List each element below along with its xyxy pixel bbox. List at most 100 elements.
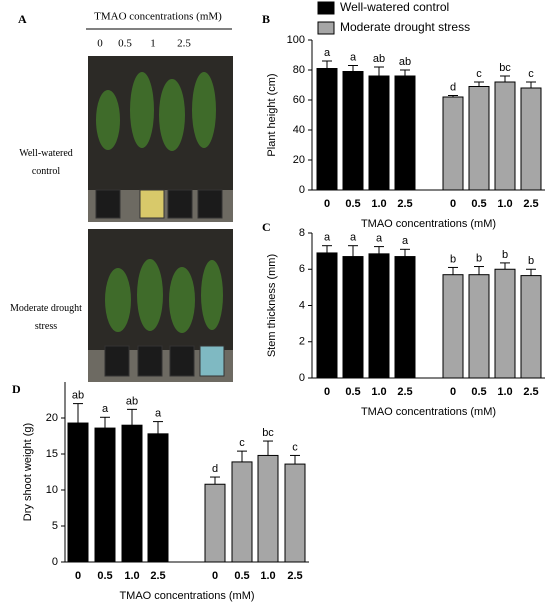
bar — [394, 256, 416, 379]
panel-label: D — [12, 382, 21, 396]
x-tick-label: 0 — [324, 198, 330, 210]
y-axis-label: Plant height (cm) — [266, 73, 278, 156]
y-axis-label: Stem thickness (mm) — [266, 254, 278, 357]
x-tick-label: 1.0 — [124, 570, 139, 582]
x-tick-label: 1.0 — [371, 386, 386, 398]
significance-letter: bc — [262, 427, 274, 439]
x-tick-label: 2.5 — [150, 570, 165, 582]
x-tick-label: 1.0 — [497, 198, 512, 210]
x-tick-label: 1.0 — [371, 198, 386, 210]
bar — [494, 81, 516, 191]
legend-swatch — [317, 1, 335, 15]
concentration: 1 — [150, 38, 156, 50]
x-tick-label: 1.0 — [260, 570, 275, 582]
x-axis-label: TMAO concentrations (mM) — [361, 218, 496, 230]
significance-letter: ab — [126, 395, 138, 407]
y-tick-label: 10 — [46, 484, 58, 496]
y-tick-label: 0 — [299, 184, 305, 196]
bar — [342, 256, 364, 379]
bar — [121, 424, 143, 563]
panel-a-title: TMAO concentrations (mM) — [94, 11, 222, 23]
panel-label: A — [18, 12, 27, 26]
significance-letter: b — [476, 252, 482, 264]
x-tick-label: 0 — [75, 570, 81, 582]
x-tick-label: 0 — [212, 570, 218, 582]
bar — [67, 422, 89, 563]
y-tick-label: 2 — [299, 336, 305, 348]
bar — [468, 274, 490, 379]
x-tick-label: 0 — [324, 386, 330, 398]
significance-letter: d — [450, 81, 456, 93]
x-tick-label: 0.5 — [345, 198, 360, 210]
photo — [88, 56, 233, 222]
bar — [520, 275, 542, 379]
legend-label: Well-watered control — [340, 0, 449, 14]
x-tick-label: 2.5 — [523, 386, 538, 398]
significance-letter: a — [324, 232, 331, 244]
x-tick-label: 1.0 — [497, 386, 512, 398]
row-label: Well-watered control — [19, 148, 73, 177]
bar — [468, 86, 490, 191]
x-tick-label: 0.5 — [345, 386, 360, 398]
y-tick-label: 0 — [52, 556, 58, 568]
significance-letter: b — [528, 255, 534, 267]
bar — [147, 433, 169, 563]
x-tick-label: 0 — [450, 198, 456, 210]
bar — [442, 96, 464, 191]
x-tick-label: 2.5 — [397, 386, 412, 398]
significance-letter: a — [324, 47, 331, 59]
significance-letter: b — [502, 249, 508, 261]
bar — [257, 454, 279, 563]
y-tick-label: 0 — [299, 372, 305, 384]
y-tick-label: 5 — [52, 520, 58, 532]
bar — [204, 483, 226, 563]
significance-letter: c — [528, 68, 534, 80]
bar — [316, 252, 338, 379]
significance-letter: a — [350, 51, 357, 63]
x-axis-label: TMAO concentrations (mM) — [119, 590, 254, 602]
x-tick-label: 0.5 — [471, 198, 486, 210]
y-tick-label: 20 — [46, 412, 58, 424]
legend-swatch — [317, 21, 335, 35]
y-tick-label: 15 — [46, 448, 58, 460]
significance-letter: ab — [72, 390, 84, 402]
bar — [231, 461, 253, 563]
x-tick-label: 0 — [450, 386, 456, 398]
x-tick-label: 2.5 — [523, 198, 538, 210]
x-tick-label: 2.5 — [397, 198, 412, 210]
significance-letter: bc — [499, 62, 511, 74]
bar — [342, 71, 364, 191]
significance-letter: ab — [399, 56, 411, 68]
bar — [394, 75, 416, 191]
y-tick-label: 80 — [293, 64, 305, 76]
bar — [284, 463, 306, 563]
significance-letter: a — [155, 408, 162, 420]
y-tick-label: 40 — [293, 124, 305, 136]
concentration: 2.5 — [177, 38, 191, 50]
significance-letter: a — [376, 233, 383, 245]
y-tick-label: 6 — [299, 263, 305, 275]
row-label: Moderate drought stress — [10, 303, 82, 332]
concentration: 0 — [97, 38, 103, 50]
y-tick-label: 8 — [299, 227, 305, 239]
significance-letter: b — [450, 253, 456, 265]
legend-label: Moderate drought stress — [340, 20, 470, 34]
significance-letter: c — [239, 437, 245, 449]
x-tick-label: 0.5 — [471, 386, 486, 398]
y-axis-label: Dry shoot weight (g) — [22, 423, 34, 521]
bar — [494, 268, 516, 379]
x-axis-label: TMAO concentrations (mM) — [361, 406, 496, 418]
x-tick-label: 2.5 — [287, 570, 302, 582]
bar — [368, 253, 390, 379]
bar — [368, 75, 390, 191]
y-tick-label: 20 — [293, 154, 305, 166]
significance-letter: a — [350, 232, 357, 244]
y-tick-label: 4 — [299, 299, 305, 311]
significance-letter: c — [476, 68, 482, 80]
x-tick-label: 0.5 — [234, 570, 249, 582]
significance-letter: a — [102, 403, 109, 415]
bar — [520, 87, 542, 191]
bar — [94, 427, 116, 563]
